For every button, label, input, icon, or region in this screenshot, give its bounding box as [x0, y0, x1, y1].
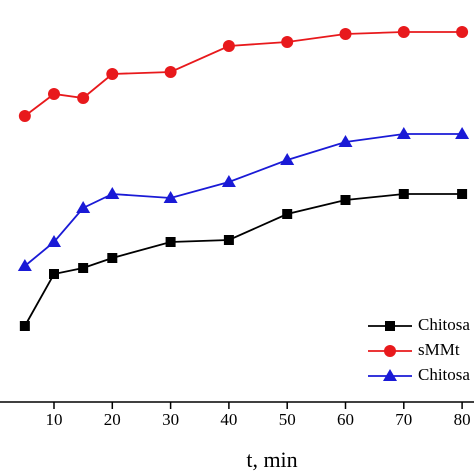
marker	[456, 26, 469, 38]
marker	[18, 110, 31, 122]
marker	[77, 92, 90, 104]
x-tick-label: 30	[162, 410, 179, 429]
marker	[339, 28, 352, 40]
x-tick-label: 80	[454, 410, 471, 429]
marker	[221, 175, 236, 187]
x-tick-label: 20	[104, 410, 121, 429]
x-axis-label: t, min	[246, 447, 297, 472]
marker	[47, 235, 61, 247]
marker	[398, 189, 409, 199]
marker	[164, 66, 177, 78]
marker	[281, 36, 294, 48]
marker	[49, 269, 59, 279]
series-line	[24, 31, 463, 117]
legend-label: Chitosa	[418, 315, 470, 334]
marker	[165, 237, 176, 247]
marker	[17, 259, 32, 271]
series-line	[24, 193, 463, 327]
x-tick-label: 40	[220, 410, 237, 429]
x-tick-label: 70	[395, 410, 412, 429]
x-tick-label: 50	[279, 410, 296, 429]
marker	[385, 321, 395, 331]
marker	[19, 321, 30, 331]
marker	[282, 209, 293, 219]
marker	[223, 235, 234, 245]
legend-label: sMMt	[418, 340, 460, 359]
marker	[105, 187, 120, 199]
marker	[76, 201, 91, 213]
marker	[106, 68, 119, 80]
x-tick-label: 60	[337, 410, 354, 429]
marker	[48, 88, 60, 100]
marker	[397, 26, 410, 38]
marker	[384, 345, 396, 357]
marker	[163, 191, 178, 203]
marker	[396, 127, 411, 139]
marker	[78, 263, 89, 273]
x-tick-label: 10	[46, 410, 63, 429]
marker	[383, 369, 397, 381]
marker	[338, 135, 353, 147]
marker	[340, 195, 351, 205]
series-line	[24, 133, 463, 267]
marker	[107, 253, 118, 263]
legend-label: Chitosa	[418, 365, 470, 384]
marker	[457, 189, 468, 199]
marker	[222, 40, 235, 52]
marker	[280, 153, 295, 165]
marker	[455, 127, 470, 139]
